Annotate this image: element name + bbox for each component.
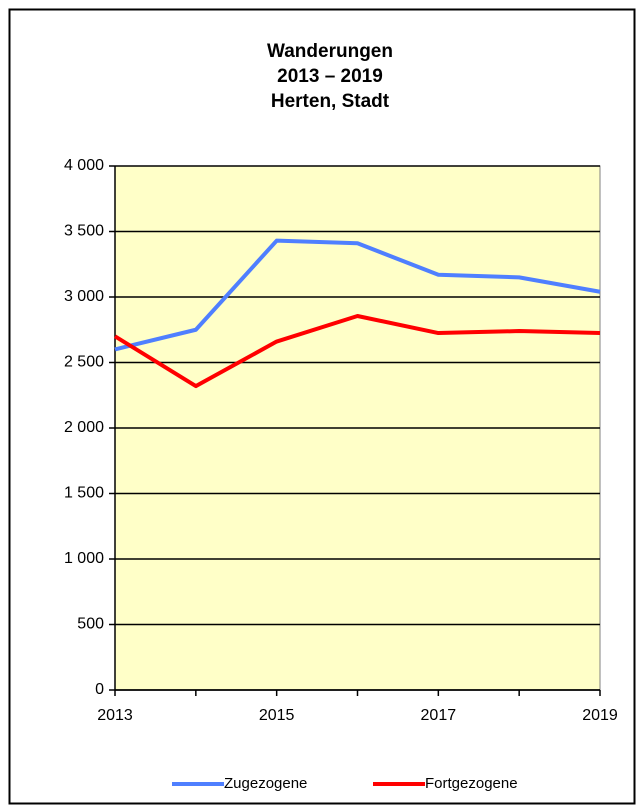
x-tick-label: 2019	[582, 707, 618, 724]
y-tick-label: 3 000	[64, 288, 104, 305]
chart-subtitle: Herten, Stadt	[271, 91, 390, 112]
data-line	[114, 238, 601, 352]
x-tick-label: 2015	[259, 707, 295, 724]
chart-subtitle: 2013 – 2019	[277, 66, 383, 87]
data-line	[113, 313, 601, 389]
y-tick-label: 0	[95, 681, 104, 698]
y-tick-label: 500	[77, 616, 104, 633]
y-tick-label: 2 000	[64, 419, 104, 436]
x-tick-label: 2013	[97, 707, 133, 724]
legend-label: Zugezogene	[224, 775, 307, 792]
y-tick-label: 3 500	[64, 223, 104, 240]
x-tick-label: 2017	[421, 707, 457, 724]
y-tick-label: 1 000	[64, 550, 104, 567]
y-tick-label: 4 000	[64, 157, 104, 174]
legend-label: Fortgezogene	[425, 775, 518, 792]
y-tick-label: 1 500	[64, 485, 104, 502]
chart-title: Wanderungen	[267, 41, 393, 62]
y-tick-label: 2 500	[64, 354, 104, 371]
